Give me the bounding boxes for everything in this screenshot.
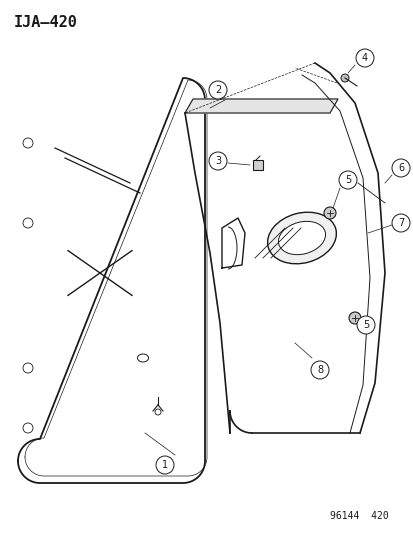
Circle shape — [156, 456, 173, 474]
Circle shape — [356, 316, 374, 334]
Circle shape — [209, 152, 226, 170]
Text: 7: 7 — [397, 218, 403, 228]
FancyBboxPatch shape — [252, 160, 262, 170]
Circle shape — [310, 361, 328, 379]
Circle shape — [340, 74, 348, 82]
Text: IJA–420: IJA–420 — [14, 15, 78, 30]
Text: 96144  420: 96144 420 — [329, 511, 388, 521]
Circle shape — [323, 207, 335, 219]
Text: 2: 2 — [214, 85, 221, 95]
Circle shape — [355, 49, 373, 67]
Circle shape — [391, 159, 409, 177]
Text: 5: 5 — [344, 175, 350, 185]
Circle shape — [391, 214, 409, 232]
Text: 3: 3 — [214, 156, 221, 166]
Text: 8: 8 — [316, 365, 322, 375]
Text: 5: 5 — [362, 320, 368, 330]
Text: 4: 4 — [361, 53, 367, 63]
Circle shape — [348, 312, 360, 324]
Circle shape — [209, 81, 226, 99]
Polygon shape — [185, 99, 337, 113]
Ellipse shape — [267, 212, 336, 264]
Text: 1: 1 — [161, 460, 168, 470]
Ellipse shape — [278, 221, 325, 255]
Text: 6: 6 — [397, 163, 403, 173]
Circle shape — [338, 171, 356, 189]
